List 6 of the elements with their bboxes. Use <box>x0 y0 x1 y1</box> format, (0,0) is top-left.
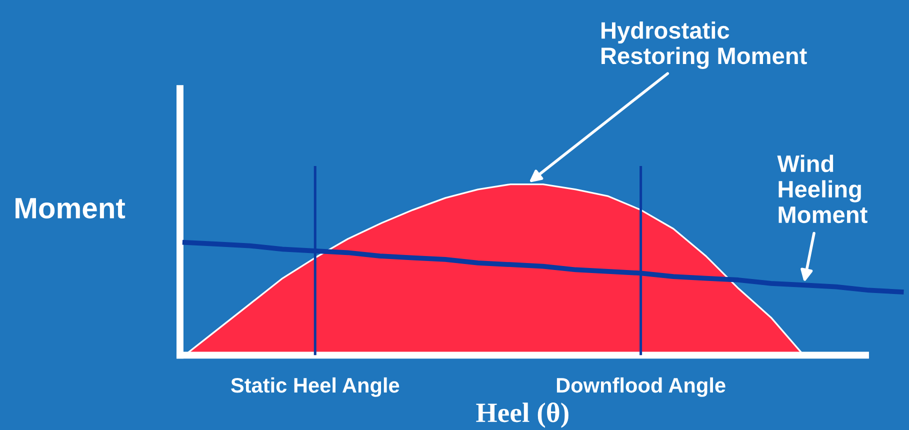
x-tick-label: Static Heel Angle <box>231 377 400 397</box>
x-tick-label: Downflood Angle <box>556 377 726 397</box>
y-axis-title: Moment <box>16 198 126 219</box>
text: Hydrostatic Restoring Moment <box>602 22 807 70</box>
x-axis-title: Heel (θ) <box>476 402 568 428</box>
text: Wind Heeling Moment <box>777 154 868 224</box>
